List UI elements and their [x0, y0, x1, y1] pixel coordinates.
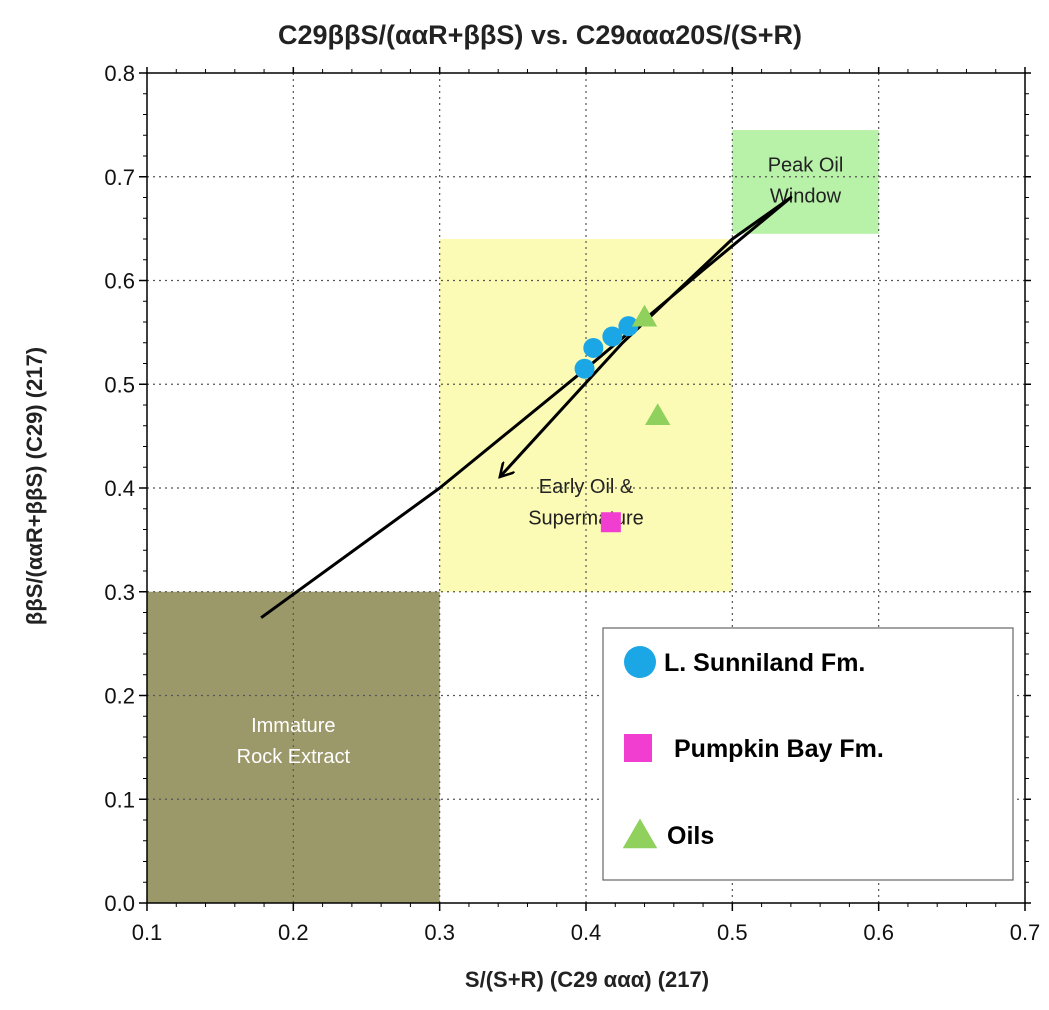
y-tick-label: 0.5: [104, 372, 135, 397]
data-points: [574, 304, 671, 533]
legend-label: Pumpkin Bay Fm.: [674, 735, 884, 763]
y-tick-label: 0.3: [104, 580, 135, 605]
point-circle-2: [602, 326, 623, 347]
point-triangle-0: [631, 304, 658, 327]
region-label-0-1: Rock Extract: [237, 746, 351, 768]
region-label-0-0: Immature: [251, 715, 335, 737]
y-axis-label: ββS/(ααR+ββS) (C29) (217): [22, 347, 47, 625]
x-tick-label: 0.1: [132, 920, 163, 945]
y-tick-label: 0.1: [104, 787, 135, 812]
x-tick-label: 0.4: [571, 920, 602, 945]
x-tick-label: 0.5: [717, 920, 748, 945]
x-tick-label: 0.6: [863, 920, 894, 945]
y-tick-label: 0.2: [104, 684, 135, 709]
point-circle-1: [583, 337, 604, 358]
legend-marker-circle: [624, 646, 656, 678]
region-label-2-0: Peak Oil: [768, 155, 844, 177]
y-tick-label: 0.8: [104, 61, 135, 86]
legend: L. Sunniland Fm. Pumpkin Bay Fm. Oils: [602, 627, 1014, 881]
chart-title: C29ββS/(ααR+ββS) vs. C29ααα20S/(S+R): [278, 20, 802, 50]
x-tick-label: 0.3: [424, 920, 455, 945]
region-label-2-1: Window: [770, 186, 842, 208]
y-tick-label: 0.6: [104, 269, 135, 294]
x-axis-label: S/(S+R) (C29 ααα) (217): [465, 967, 709, 992]
legend-box: [602, 627, 1014, 881]
legend-marker-square: [624, 734, 652, 762]
axis-ticks: 0.1 0.2 0.3 0.4 0.5 0.6 0.7 0.0 0.1 0.2 0.3 0.4 0.5 0…: [104, 61, 1040, 945]
y-tick-label: 0.0: [104, 891, 135, 916]
legend-label: L. Sunniland Fm.: [664, 649, 865, 677]
point-circle-3: [618, 316, 639, 337]
point-circle-0: [574, 358, 595, 379]
x-tick-label: 0.2: [278, 920, 309, 945]
point-square-0: [600, 512, 621, 533]
y-tick-label: 0.4: [104, 476, 135, 501]
legend-label: Oils: [667, 822, 714, 850]
y-tick-label: 0.7: [104, 165, 135, 190]
x-tick-label: 0.7: [1010, 920, 1041, 945]
legend-marker-triangle: [622, 818, 658, 849]
point-triangle-1: [645, 403, 671, 426]
region-2: [732, 130, 879, 234]
